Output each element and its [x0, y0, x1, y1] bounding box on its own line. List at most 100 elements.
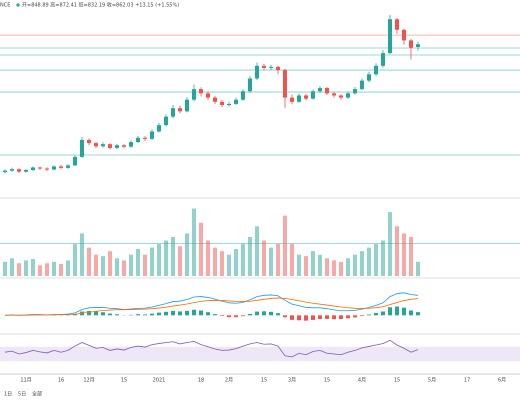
macd-histogram: [409, 310, 413, 316]
x-tick-label: 3月: [288, 378, 296, 384]
macd-histogram: [388, 307, 392, 316]
macd-histogram: [339, 315, 343, 320]
x-tick-label: 17: [464, 378, 470, 384]
volume-bar: [136, 249, 140, 276]
volume-bar: [346, 258, 350, 276]
candle-body: [136, 137, 140, 143]
macd-histogram: [402, 307, 406, 316]
volume-bar: [276, 244, 280, 276]
x-tick-label: 12月: [83, 378, 94, 384]
rsi-band: [0, 346, 520, 362]
macd-histogram: [290, 315, 294, 320]
macd-histogram: [346, 315, 350, 319]
volume-bar: [290, 244, 294, 276]
macd-histogram: [367, 314, 371, 316]
candle-body: [94, 143, 98, 147]
candle-body: [171, 108, 175, 117]
volume-bar: [10, 258, 14, 276]
macd-histogram: [283, 315, 287, 318]
volume-bar: [59, 263, 63, 276]
range-button[interactable]: 1日: [4, 392, 12, 398]
candle-body: [17, 169, 21, 172]
candle-body: [297, 95, 301, 102]
x-tick-label: 4月: [358, 378, 366, 384]
symbol: NCE: [0, 3, 10, 9]
x-tick-label: 5月: [428, 378, 436, 384]
candle-body: [157, 125, 161, 132]
range-button[interactable]: 5日: [18, 392, 26, 398]
candle-body: [80, 139, 84, 157]
volume-bar: [45, 263, 49, 276]
macd-histogram: [220, 315, 224, 317]
volume-bar: [80, 233, 84, 276]
macd-histogram: [416, 312, 420, 316]
candle-body: [374, 65, 378, 75]
candle-body: [87, 139, 91, 144]
volume-bar: [129, 254, 133, 276]
candle-body: [234, 99, 238, 104]
candle-body: [276, 66, 280, 71]
macd-histogram: [185, 310, 189, 316]
candle-body: [3, 170, 7, 173]
volume-bar: [234, 249, 238, 276]
volume-bar: [374, 244, 378, 276]
x-tick-label: 16: [58, 378, 64, 384]
volume-bar: [269, 247, 273, 276]
macd-histogram: [206, 312, 210, 316]
candle-body: [290, 97, 294, 102]
candle-body: [220, 101, 224, 105]
volume-bar: [17, 263, 21, 276]
candle-body: [38, 167, 42, 169]
candle-body: [31, 167, 35, 171]
candle-body: [185, 99, 189, 112]
macd-histogram: [199, 310, 203, 316]
volume-bar: [122, 260, 126, 276]
macd-histogram: [304, 315, 308, 321]
volume-bar: [31, 258, 35, 276]
volume-bar: [381, 240, 385, 276]
macd-histogram: [241, 315, 245, 317]
range-button[interactable]: 全部: [32, 391, 42, 398]
macd-histogram: [332, 315, 336, 320]
candle-body: [241, 91, 245, 100]
candle-body: [10, 169, 14, 171]
candle-body: [353, 89, 357, 94]
x-tick-label: 15: [121, 378, 127, 384]
candle-body: [311, 91, 315, 99]
volume-bar: [241, 244, 245, 276]
volume-bar: [339, 261, 343, 276]
volume-bar: [318, 254, 322, 276]
candle-body: [45, 168, 49, 170]
volume-bar: [409, 236, 413, 276]
macd-histogram: [395, 306, 399, 316]
volume-bar: [304, 256, 308, 276]
volume-bar: [143, 254, 147, 276]
volume-bar: [255, 226, 259, 276]
volume-bar: [416, 261, 420, 276]
candle-body: [206, 93, 210, 98]
candle-body: [129, 142, 133, 147]
candle-body: [325, 88, 329, 94]
candle-body: [367, 74, 371, 81]
candle-body: [192, 89, 196, 100]
volume-bar: [248, 236, 252, 276]
volume-bar: [108, 251, 112, 276]
ohlc-header: 开=848.89 高=872.41 低=832.19 收=862.03 +13.…: [22, 2, 179, 9]
volume-bar: [262, 240, 266, 276]
candle-body: [395, 19, 399, 30]
status-dot: [16, 3, 20, 7]
volume-bar: [402, 233, 406, 276]
volume-bar: [164, 240, 168, 276]
volume-bar: [283, 215, 287, 276]
volume-bar: [192, 208, 196, 276]
volume-bar: [178, 246, 182, 276]
candle-body: [262, 65, 266, 68]
macd-histogram: [87, 310, 91, 316]
candle-body: [318, 88, 322, 92]
volume-bar: [94, 254, 98, 276]
candle-body: [360, 80, 364, 90]
candle-body: [283, 70, 287, 98]
x-tick-label: 6月: [498, 378, 506, 384]
